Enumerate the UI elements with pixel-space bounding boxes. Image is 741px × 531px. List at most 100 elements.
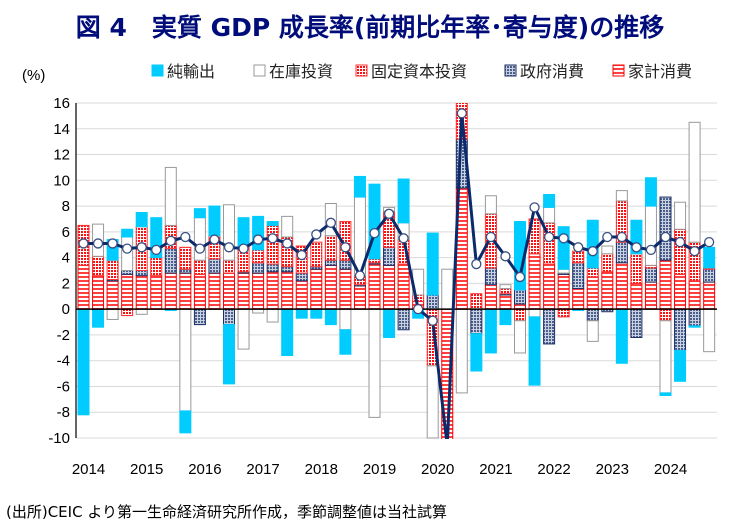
y-tick-label: 10 [53, 172, 70, 189]
y-tick-label: 14 [53, 121, 70, 138]
bar-net-exports [252, 215, 265, 251]
legend-label: 在庫投資 [269, 62, 333, 81]
axes [75, 103, 717, 438]
bar-net-exports [644, 177, 657, 207]
bar-fixed-investment [193, 259, 206, 275]
bar-net-exports [484, 308, 497, 354]
bar-inventory [586, 320, 599, 342]
bar-inventory [514, 320, 526, 354]
bar-household [499, 294, 512, 310]
bar-net-exports [281, 308, 294, 357]
bar-net-exports [470, 333, 483, 372]
bar-government [484, 267, 497, 286]
gdp-point [325, 217, 337, 228]
bar-household [121, 273, 134, 310]
bar-net-exports [368, 183, 381, 260]
bar-net-exports [135, 212, 148, 228]
bar-government [572, 262, 585, 290]
bar-government [252, 262, 265, 274]
bar-household [266, 271, 279, 310]
bar-fixed-investment [150, 257, 163, 277]
bar-inventory [121, 236, 134, 271]
gdp-point [223, 242, 235, 253]
x-tick-labels: 2014 2015 2016 2017 2018 2019 2020 2021 2022 2023… [72, 461, 687, 478]
bar-net-exports [528, 316, 541, 386]
bar-household [310, 268, 323, 310]
gdp-point [383, 208, 395, 219]
bar-government [324, 259, 337, 266]
bar-inventory [237, 308, 250, 350]
bar-fixed-investment [557, 308, 570, 318]
bar-household [703, 281, 716, 310]
bar-government [121, 270, 134, 275]
y-tick-label: -6 [57, 378, 70, 395]
bar-net-exports [266, 221, 279, 226]
x-tick-label: 2014 [72, 461, 105, 478]
legend-swatch-fixed-investment [355, 64, 368, 77]
bar-household [659, 259, 672, 310]
stacked-bars [77, 103, 716, 439]
bar-fixed-investment [674, 228, 687, 275]
bar-government [383, 246, 396, 266]
bar-household [295, 280, 308, 310]
x-tick-label: 2018 [305, 461, 338, 478]
bar-government [659, 196, 672, 261]
gdp-point [704, 237, 715, 248]
source-note: (出所)CEIC より第一生命経済研究所作成，季節調整値は当社試算 [6, 503, 447, 521]
bar-government [426, 294, 439, 310]
gdp-line [78, 108, 715, 439]
bar-household [615, 262, 628, 310]
bar-net-exports [92, 309, 105, 328]
y-tick-label: -8 [57, 404, 70, 421]
gdp-point [573, 242, 584, 253]
bar-government [688, 308, 701, 327]
bar-household [339, 268, 352, 310]
gdp-point [427, 315, 438, 326]
bar-household [484, 284, 497, 310]
x-tick-label: 2020 [421, 461, 454, 478]
bar-household [223, 272, 235, 310]
bar-household [601, 271, 614, 310]
gdp-point [340, 242, 351, 253]
bar-net-exports [295, 308, 308, 319]
bar-inventory [368, 308, 381, 418]
y-tick-label: -4 [57, 353, 70, 370]
bar-household [164, 272, 177, 310]
bar-inventory [484, 195, 497, 215]
y-tick-label: 6 [62, 224, 70, 241]
bar-net-exports [237, 217, 250, 247]
bar-inventory [266, 308, 279, 323]
bar-net-exports [339, 329, 352, 355]
bar-government [281, 266, 294, 273]
bar-fixed-investment [179, 246, 192, 270]
legend-swatch-government [504, 64, 517, 77]
bar-household [557, 273, 570, 310]
y-axis-label: (%) [22, 67, 45, 84]
bar-fixed-investment [630, 253, 643, 284]
bar-inventory [106, 308, 119, 320]
gdp-point [296, 249, 307, 261]
legend-label: 政府消費 [520, 62, 584, 81]
bar-fixed-investment [470, 293, 483, 310]
bar-inventory [601, 245, 614, 255]
gdp-point [267, 233, 278, 244]
gdp-point [456, 108, 467, 119]
bar-inventory [455, 308, 468, 394]
bar-government [615, 241, 628, 264]
x-tick-label: 2015 [130, 461, 163, 478]
bar-household [281, 271, 294, 310]
chart-title: 図 4 実質 GDP 成長率(前期比年率･寄与度)の推移 [76, 13, 664, 42]
gdp-point [369, 227, 380, 239]
gdp-point [209, 234, 220, 245]
bar-fixed-investment [572, 250, 585, 264]
bar-household [674, 273, 687, 310]
y-tick-label: 16 [53, 95, 70, 112]
x-tick-label: 2023 [596, 461, 629, 478]
bar-net-exports [324, 308, 337, 326]
gdp-point [514, 271, 526, 283]
gdp-point [558, 233, 569, 244]
legend: 純輸出 在庫投資 固定資本投資 政府消費 家計消費 [151, 62, 692, 81]
bar-household [77, 264, 90, 310]
bar-net-exports [586, 219, 599, 269]
bar-inventory [688, 121, 701, 243]
